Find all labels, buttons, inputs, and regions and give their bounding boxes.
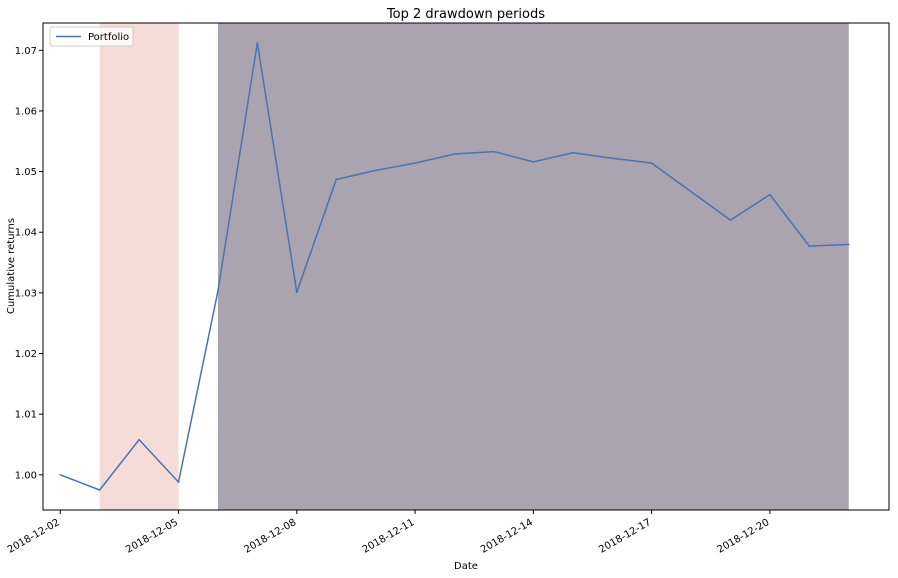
x-tick-label: 2018-12-08 bbox=[242, 517, 298, 556]
y-axis: 1.00 1.01 1.02 1.03 1.04 1.05 1.06 1.07 bbox=[15, 46, 43, 481]
data-point bbox=[414, 162, 416, 164]
data-point bbox=[374, 169, 377, 172]
x-tick-label: 2018-12-05 bbox=[124, 517, 180, 556]
y-tick-label: 1.03 bbox=[15, 288, 37, 299]
y-axis-label: Cumulative returns bbox=[6, 218, 17, 314]
chart-title: Top 2 drawdown periods bbox=[386, 7, 545, 22]
data-point bbox=[729, 219, 732, 221]
data-point bbox=[571, 151, 574, 154]
x-tick-label: 2018-12-17 bbox=[597, 517, 653, 556]
data-point bbox=[493, 150, 495, 153]
data-point bbox=[98, 489, 101, 491]
data-point bbox=[335, 178, 338, 181]
data-point bbox=[611, 157, 614, 160]
x-tick-label: 2018-12-11 bbox=[361, 517, 417, 556]
data-point bbox=[690, 190, 692, 193]
x-axis: 2018-12-02 2018-12-05 2018-12-08 2018-12-11… bbox=[6, 510, 771, 556]
data-point bbox=[256, 42, 259, 44]
data-point bbox=[847, 243, 850, 246]
x-axis-label: Date bbox=[454, 561, 478, 572]
y-tick-label: 1.01 bbox=[15, 410, 37, 421]
data-point bbox=[59, 474, 62, 476]
data-point bbox=[650, 162, 653, 164]
y-tick-label: 1.00 bbox=[15, 470, 37, 481]
legend-label-portfolio: Portfolio bbox=[88, 32, 129, 43]
data-point bbox=[532, 161, 535, 163]
x-tick-label: 2018-12-14 bbox=[479, 517, 535, 556]
drawdown-period-1 bbox=[99, 23, 179, 510]
y-tick-label: 1.02 bbox=[15, 349, 37, 360]
data-point bbox=[808, 245, 811, 247]
series-layer bbox=[59, 42, 850, 491]
x-tick-label: 2018-12-02 bbox=[6, 517, 62, 556]
data-point bbox=[177, 481, 180, 483]
y-tick-label: 1.04 bbox=[15, 228, 37, 239]
y-tick-label: 1.06 bbox=[15, 106, 37, 117]
data-point bbox=[453, 153, 456, 155]
data-point bbox=[769, 193, 771, 196]
x-tick-label: 2018-12-20 bbox=[716, 517, 772, 556]
drawdown-spans bbox=[99, 23, 849, 510]
data-point bbox=[296, 291, 298, 294]
plot-frame bbox=[42, 22, 890, 511]
drawdown-period-2 bbox=[217, 23, 849, 510]
data-point bbox=[138, 438, 140, 441]
legend: Portfolio bbox=[49, 26, 134, 47]
y-tick-label: 1.07 bbox=[15, 46, 37, 57]
y-tick-label: 1.05 bbox=[15, 167, 37, 178]
data-point bbox=[217, 290, 219, 292]
legend-box bbox=[49, 26, 134, 47]
